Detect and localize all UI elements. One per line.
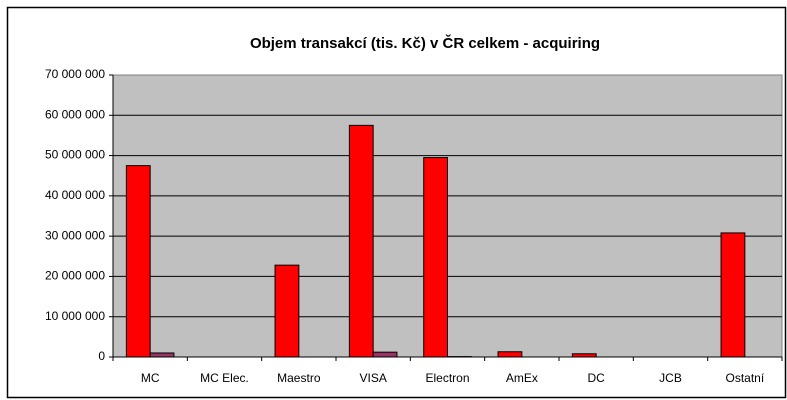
bar bbox=[372, 351, 398, 358]
bar bbox=[497, 351, 523, 358]
x-tick-label: Ostatní bbox=[725, 371, 764, 385]
y-tick-label: 20 000 000 bbox=[45, 269, 105, 283]
bar bbox=[423, 157, 449, 358]
bar bbox=[149, 352, 175, 358]
y-tick-label: 40 000 000 bbox=[45, 188, 105, 202]
y-tick-label: 60 000 000 bbox=[45, 107, 105, 121]
x-tick-label: DC bbox=[587, 371, 605, 385]
x-tick-label: AmEx bbox=[506, 371, 538, 385]
y-tick-label: 50 000 000 bbox=[45, 148, 105, 162]
x-tick-label: MC bbox=[141, 371, 160, 385]
bar bbox=[571, 353, 597, 358]
bar bbox=[720, 232, 746, 358]
x-tick-label: MC Elec. bbox=[200, 371, 249, 385]
x-tick-label: VISA bbox=[359, 371, 386, 385]
x-tick-label: Electron bbox=[425, 371, 469, 385]
y-tick-label: 0 bbox=[98, 349, 105, 363]
chart-title: Objem transakcí (tis. Kč) v ČR celkem - … bbox=[250, 34, 600, 52]
y-tick-label: 30 000 000 bbox=[45, 228, 105, 242]
bar bbox=[274, 264, 300, 358]
y-tick-label: 10 000 000 bbox=[45, 309, 105, 323]
x-tick-label: Maestro bbox=[277, 371, 321, 385]
bar bbox=[348, 124, 374, 358]
bar bbox=[125, 165, 151, 358]
x-tick-label: JCB bbox=[659, 371, 682, 385]
y-tick-label: 70 000 000 bbox=[45, 67, 105, 81]
